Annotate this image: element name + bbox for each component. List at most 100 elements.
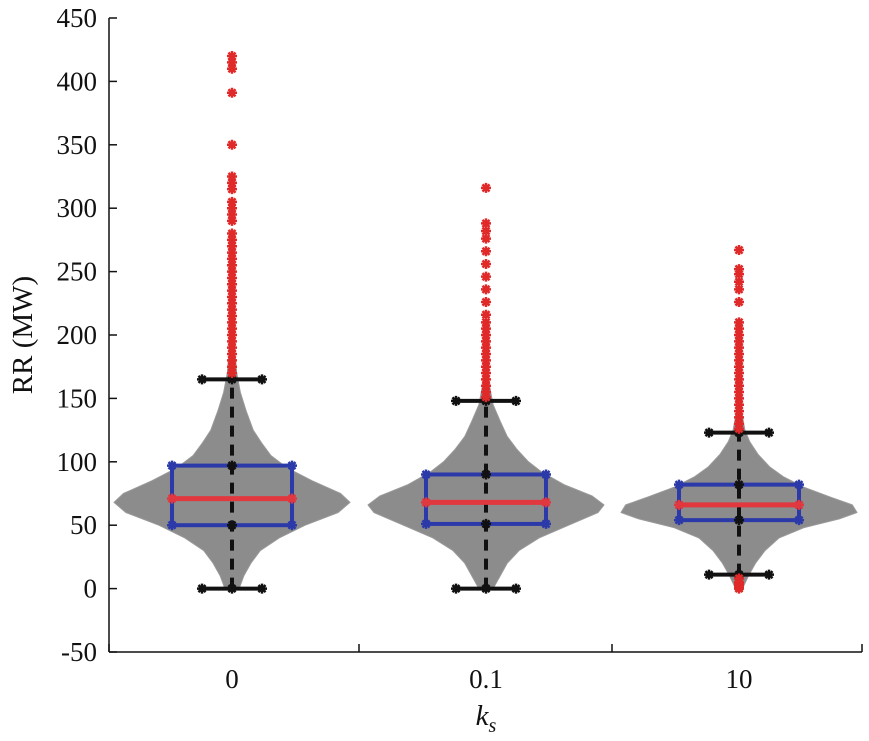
outlier-point [227,368,237,379]
whisker-cap-marker [451,395,461,406]
outlier-point [227,209,237,220]
outlier-point [227,310,237,321]
outlier-point [734,269,744,280]
iqr-box-corner [794,515,804,526]
outlier-point [734,330,744,340]
x-tick-label: 0.1 [469,664,503,694]
y-tick-label: 100 [57,447,98,477]
median-marker [287,493,297,504]
outlier-point [481,374,491,385]
outlier-point [734,423,744,434]
outlier-point [734,393,744,404]
median-marker [421,497,431,508]
outlier-point [227,139,237,150]
iqr-box-corner [167,520,177,531]
outlier-point [734,336,744,347]
x-axis-title-subscript: s [489,715,497,737]
outlier-point [734,323,744,334]
iqr-box-corner [287,460,297,471]
outlier-point [734,368,744,379]
outlier-point [734,264,744,275]
whisker-cap-marker [197,374,207,385]
quartile-marker [227,460,237,471]
whisker-cap-marker [481,583,491,594]
outlier-point [734,284,744,295]
median-marker [794,499,804,510]
outlier-point [481,309,491,320]
outlier-point [481,323,491,334]
y-tick-label: -50 [61,637,97,667]
outlier-point [481,182,491,193]
median-marker [541,497,551,508]
whisker-cap-marker [257,583,267,594]
outlier-point [481,258,491,269]
outlier-point [734,380,744,391]
outlier-point [227,266,237,277]
outlier-point [734,399,744,410]
outlier-point [481,336,491,347]
outlier-point [227,63,237,74]
outlier-point [734,374,744,385]
x-tick-label: 10 [726,664,753,694]
outlier-point [227,336,237,347]
outlier-point [734,583,744,594]
iqr-box-corner [674,515,684,526]
y-tick-label: 150 [57,383,98,413]
whisker-cap-marker [704,569,714,580]
outlier-point [734,349,744,360]
outlier-point [734,406,744,417]
outlier-point [734,342,744,353]
ticks: -50 0 50 100 150 200 250 300 350 400 450 0 0.1 10 [57,3,863,694]
outlier-point [227,285,237,296]
median-marker [674,499,684,510]
y-tick-label: 350 [57,130,98,160]
outlier-point [734,412,744,423]
outlier-point [481,361,491,372]
quartile-marker [481,469,491,480]
outlier-point [227,279,237,290]
y-tick-label: 50 [70,510,97,540]
outlier-point [481,271,491,282]
y-tick-label: 450 [57,3,98,33]
outlier-point [227,355,237,366]
outlier-point [481,368,491,379]
whisker-cap-marker [227,374,237,385]
outlier-point [227,330,237,340]
outlier-point [227,241,237,252]
outlier-point [227,203,237,214]
y-tick-label: 400 [57,66,98,96]
outlier-point [227,184,237,195]
outlier-point [481,380,491,391]
whisker-cap-marker [227,583,237,594]
outlier-point [734,317,744,328]
outlier-point [734,387,744,398]
outlier-point [227,304,237,315]
outlier-point [227,177,237,188]
outlier-point [227,291,237,302]
outlier-point [227,57,237,68]
plot-area [113,51,858,594]
y-tick-label: 300 [57,193,98,223]
outlier-point [481,317,491,328]
outlier-point [227,298,237,309]
outlier-point [481,349,491,360]
outlier-point [227,342,237,353]
outlier-point [227,253,237,264]
outlier-point [734,276,744,287]
outlier-point [481,218,491,229]
outlier-point [227,51,237,62]
iqr-box-corner [287,520,297,531]
quartile-marker [481,518,491,529]
outlier-point [227,228,237,239]
whisker-cap-marker [511,583,521,594]
whisker-cap-marker [451,583,461,594]
outlier-point [227,323,237,334]
whisker-cap-marker [511,395,521,406]
x-tick-label: 0 [225,664,239,694]
outlier-point [481,342,491,353]
outlier-point [227,317,237,328]
outlier-point [227,247,237,258]
iqr-box-corner [421,469,431,480]
outlier-point [227,87,237,98]
